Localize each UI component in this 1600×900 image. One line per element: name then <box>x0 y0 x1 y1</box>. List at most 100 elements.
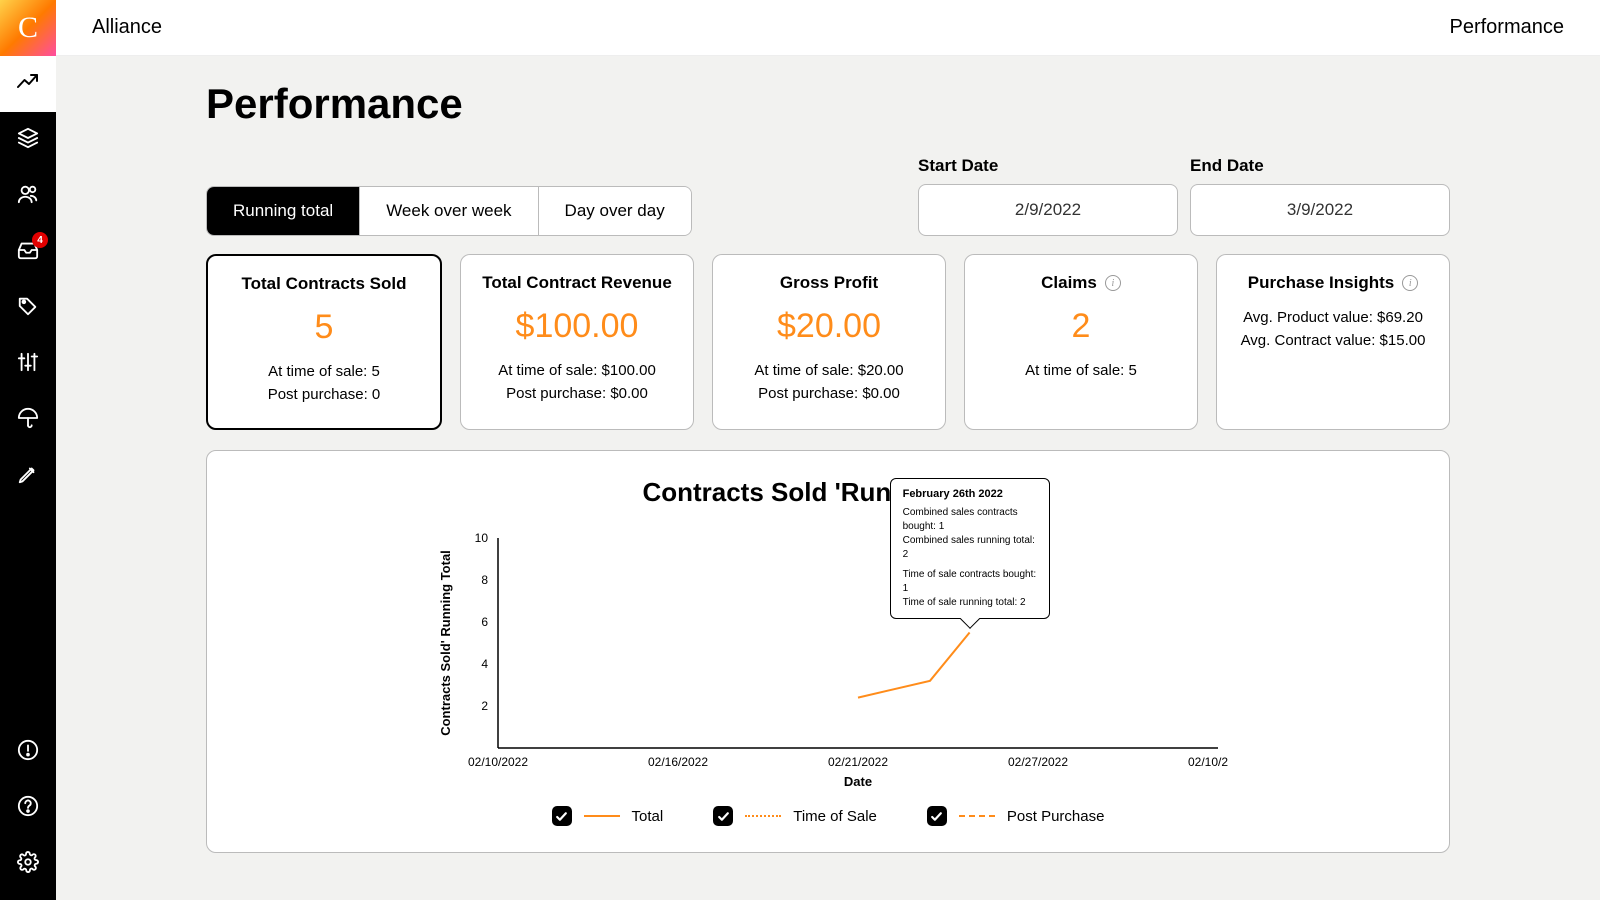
nav-settings[interactable] <box>0 836 56 892</box>
metric-card-3[interactable]: Claimsi 2 At time of sale: 5 <box>964 254 1198 430</box>
inbox-badge: 4 <box>32 232 48 248</box>
chart-legend: Total Time of Sale Post Purchase <box>247 806 1409 826</box>
end-date-input[interactable]: 3/9/2022 <box>1190 184 1450 236</box>
view-tab-running-total[interactable]: Running total <box>207 187 360 235</box>
nav-users[interactable] <box>0 168 56 224</box>
metric-card-sub2: Post purchase: $0.00 <box>477 383 677 406</box>
layers-icon <box>17 127 39 154</box>
svg-text:02/10/2022: 02/10/2022 <box>1188 755 1228 769</box>
metric-card-title: Claimsi <box>981 273 1181 293</box>
page-title: Performance <box>206 80 1450 128</box>
tag-icon <box>17 295 39 322</box>
legend-line-sample <box>745 815 781 817</box>
metric-card-sub2: Post purchase: $0.00 <box>729 383 929 406</box>
svg-text:10: 10 <box>475 531 489 545</box>
svg-text:8: 8 <box>481 573 488 587</box>
alert-circle-icon <box>17 739 39 766</box>
metric-card-value: 2 <box>981 307 1181 346</box>
content: Performance Running totalWeek over weekD… <box>56 56 1600 900</box>
metric-card-value: 5 <box>224 308 424 347</box>
settings-icon <box>17 851 39 878</box>
trending-up-icon <box>16 70 40 99</box>
start-date-label: Start Date <box>918 156 1178 176</box>
end-date-label: End Date <box>1190 156 1450 176</box>
nav-inbox[interactable]: 4 <box>0 224 56 280</box>
sliders-icon <box>17 351 39 378</box>
svg-text:02/10/2022: 02/10/2022 <box>468 755 528 769</box>
view-tab-day-over-day[interactable]: Day over day <box>539 187 691 235</box>
metric-card-1[interactable]: Total Contract Revenue $100.00 At time of … <box>460 254 694 430</box>
line-chart-svg: 2 4 6 8 10 02/10/2022 02/16/2022 02/21/2022 02/2… <box>428 528 1228 788</box>
metric-card-4[interactable]: Purchase Insightsi Avg. Product value: $6… <box>1216 254 1450 430</box>
legend-label: Post Purchase <box>1007 808 1105 825</box>
svg-text:02/16/2022: 02/16/2022 <box>648 755 708 769</box>
nav-umbrella[interactable] <box>0 392 56 448</box>
brand-logo[interactable]: C <box>0 0 56 56</box>
metric-card-sub1: At time of sale: 5 <box>224 361 424 384</box>
chart-tooltip: February 26th 2022Combined sales contrac… <box>890 478 1050 619</box>
metric-card-0[interactable]: Total Contracts Sold 5 At time of sale: 5P… <box>206 254 442 430</box>
metric-card-sub2: Avg. Contract value: $15.00 <box>1233 330 1433 353</box>
chart-panel: Contracts Sold 'Running Total 2 4 6 8 10 02/1… <box>206 450 1450 853</box>
start-date-input[interactable]: 2/9/2022 <box>918 184 1178 236</box>
svg-text:02/27/2022: 02/27/2022 <box>1008 755 1068 769</box>
legend-checkbox[interactable] <box>927 806 947 826</box>
sidebar: C 4 <box>0 0 56 900</box>
svg-text:4: 4 <box>481 657 488 671</box>
metric-card-sub1: At time of sale: 5 <box>981 360 1181 383</box>
nav-performance[interactable] <box>0 56 56 112</box>
nav-edit[interactable] <box>0 448 56 504</box>
chart-title: Contracts Sold 'Running Total <box>247 477 1409 508</box>
svg-text:02/21/2022: 02/21/2022 <box>828 755 888 769</box>
legend-line-sample <box>584 815 620 817</box>
metric-card-sub1: At time of sale: $100.00 <box>477 360 677 383</box>
nav-alert[interactable] <box>0 724 56 780</box>
metric-card-sub1: Avg. Product value: $69.20 <box>1233 307 1433 330</box>
metric-card-title: Total Contracts Sold <box>224 274 424 294</box>
svg-text:Contracts Sold' Running Total: Contracts Sold' Running Total <box>438 550 453 736</box>
metrics-cards: Total Contracts Sold5At time of sale: 5P… <box>206 254 1450 430</box>
sidebar-nav: 4 <box>0 56 56 504</box>
brand-logo-letter: C <box>18 11 38 45</box>
users-icon <box>17 183 39 210</box>
umbrella-icon <box>17 407 39 434</box>
metric-card-sub2: Post purchase: 0 <box>224 384 424 407</box>
legend-checkbox[interactable] <box>552 806 572 826</box>
start-date-field: Start Date 2/9/2022 <box>918 156 1178 236</box>
svg-text:Date: Date <box>844 774 872 788</box>
main: Alliance Performance Performance Running… <box>56 0 1600 900</box>
chart-area: 2 4 6 8 10 02/10/2022 02/16/2022 02/21/2022 02/2… <box>247 528 1409 788</box>
legend-item-post-purchase: Post Purchase <box>927 806 1105 826</box>
controls-row: Running totalWeek over weekDay over day … <box>206 156 1450 236</box>
legend-label: Time of Sale <box>793 808 877 825</box>
legend-label: Total <box>632 808 664 825</box>
info-icon[interactable]: i <box>1105 275 1121 291</box>
nav-help[interactable] <box>0 780 56 836</box>
topbar-left-title: Alliance <box>92 16 162 39</box>
legend-item-total: Total <box>552 806 664 826</box>
info-icon[interactable]: i <box>1402 275 1418 291</box>
nav-sliders[interactable] <box>0 336 56 392</box>
legend-item-time-of-sale: Time of Sale <box>713 806 877 826</box>
metric-card-sub1: At time of sale: $20.00 <box>729 360 929 383</box>
svg-text:6: 6 <box>481 615 488 629</box>
view-tab-week-over-week[interactable]: Week over week <box>360 187 538 235</box>
topbar-right-title: Performance <box>1450 16 1565 39</box>
help-circle-icon <box>17 795 39 822</box>
metric-card-title: Purchase Insightsi <box>1233 273 1433 293</box>
metric-card-value: $20.00 <box>729 307 929 346</box>
topbar: Alliance Performance <box>56 0 1600 56</box>
end-date-field: End Date 3/9/2022 <box>1190 156 1450 236</box>
metric-card-value: $100.00 <box>477 307 677 346</box>
svg-text:2: 2 <box>481 699 488 713</box>
date-group: Start Date 2/9/2022 End Date 3/9/2022 <box>918 156 1450 236</box>
metric-card-title: Total Contract Revenue <box>477 273 677 293</box>
metric-card-title: Gross Profit <box>729 273 929 293</box>
legend-checkbox[interactable] <box>713 806 733 826</box>
view-tabs: Running totalWeek over weekDay over day <box>206 186 692 236</box>
sidebar-bottom <box>0 724 56 900</box>
pencil-icon <box>17 463 39 490</box>
metric-card-2[interactable]: Gross Profit $20.00 At time of sale: $20.0… <box>712 254 946 430</box>
nav-layers[interactable] <box>0 112 56 168</box>
nav-tags[interactable] <box>0 280 56 336</box>
